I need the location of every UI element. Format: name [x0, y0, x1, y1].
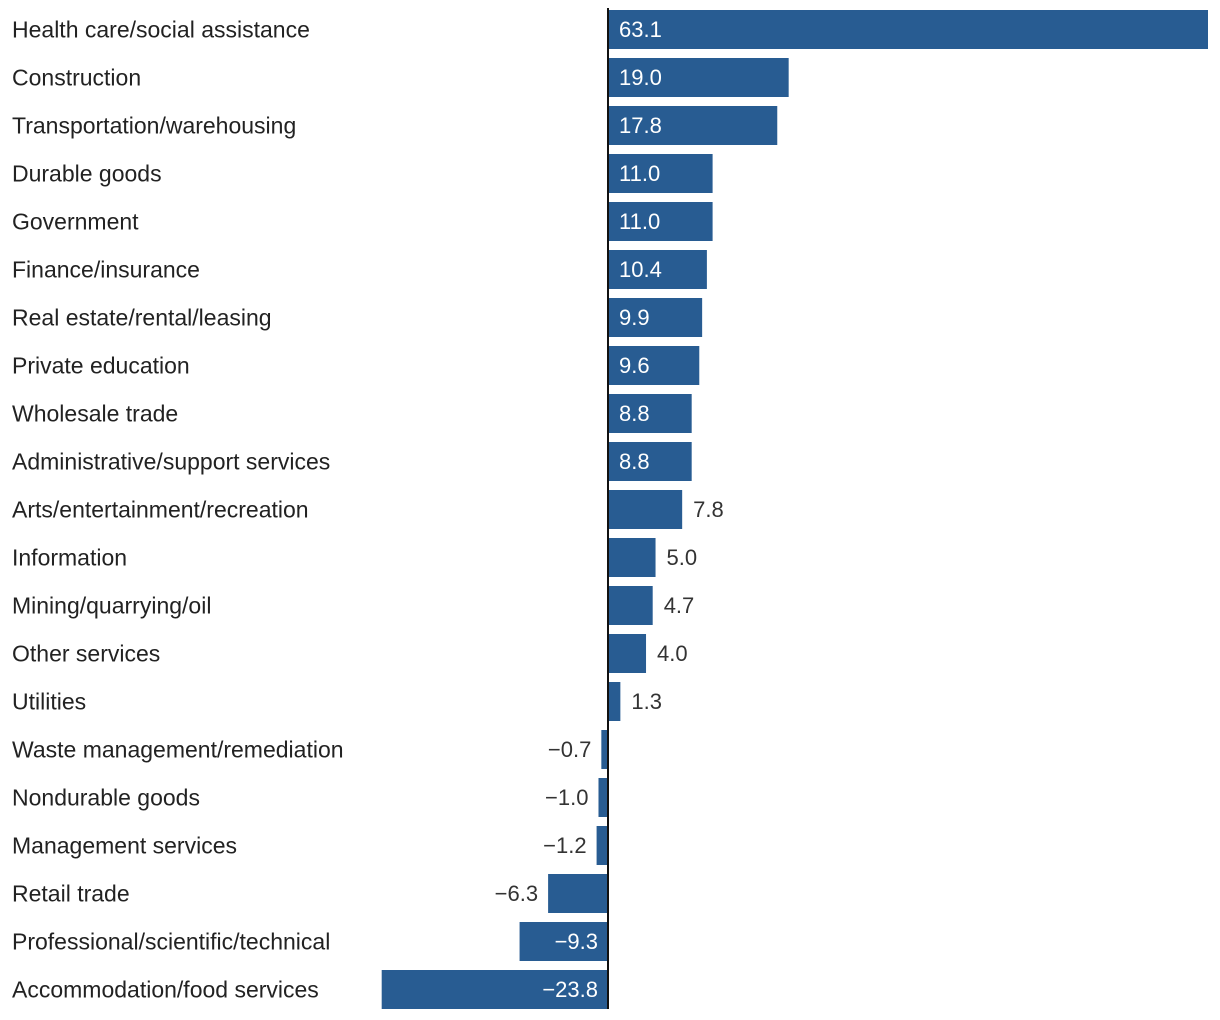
value-label: 63.1 — [619, 17, 662, 42]
value-label: 19.0 — [619, 65, 662, 90]
category-label: Transportation/warehousing — [12, 113, 296, 139]
bar — [548, 874, 608, 913]
value-label: −6.3 — [495, 881, 538, 906]
bar — [608, 202, 713, 241]
labels-layer: Health care/social assistance 63.1 Constru… — [12, 17, 724, 1003]
value-label: −9.3 — [555, 929, 598, 954]
value-label: 11.0 — [619, 209, 660, 234]
bar — [596, 826, 608, 865]
value-label: −1.2 — [543, 833, 586, 858]
category-label: Construction — [12, 65, 141, 91]
value-label: −0.7 — [548, 737, 591, 762]
value-label: 5.0 — [667, 545, 698, 570]
bar — [608, 58, 789, 97]
bar — [608, 10, 1208, 49]
category-label: Management services — [12, 833, 237, 859]
category-label: Information — [12, 545, 127, 571]
value-label: 1.3 — [631, 689, 662, 714]
value-label: −23.8 — [542, 977, 598, 1002]
value-label: 4.7 — [664, 593, 695, 618]
bar — [608, 106, 778, 145]
value-label: 7.8 — [693, 497, 724, 522]
bar — [608, 346, 700, 385]
category-label: Mining/quarrying/oil — [12, 593, 211, 619]
category-label: Administrative/support services — [12, 449, 330, 475]
bars-layer — [381, 10, 1208, 1009]
bar — [608, 538, 656, 577]
category-label: Professional/scientific/technical — [12, 929, 330, 955]
category-label: Durable goods — [12, 161, 162, 187]
bar — [381, 970, 608, 1009]
category-label: Retail trade — [12, 881, 130, 907]
value-label: 11.0 — [619, 161, 660, 186]
category-label: Other services — [12, 641, 160, 667]
category-label: Utilities — [12, 689, 86, 715]
bar — [608, 154, 713, 193]
bar — [608, 394, 692, 433]
bar — [608, 682, 621, 721]
value-label: 8.8 — [619, 401, 650, 426]
bar — [601, 730, 608, 769]
category-label: Government — [12, 209, 139, 235]
value-label: 10.4 — [619, 257, 662, 282]
bar — [608, 442, 692, 481]
bar — [608, 490, 683, 529]
category-label: Arts/entertainment/recreation — [12, 497, 309, 523]
bar — [608, 298, 703, 337]
value-label: 8.8 — [619, 449, 650, 474]
category-label: Finance/insurance — [12, 257, 200, 283]
category-label: Private education — [12, 353, 190, 379]
bar — [608, 634, 647, 673]
bar — [608, 250, 707, 289]
value-label: 4.0 — [657, 641, 688, 666]
value-label: 9.6 — [619, 353, 650, 378]
value-label: −1.0 — [545, 785, 588, 810]
category-label: Accommodation/food services — [12, 977, 319, 1003]
category-label: Nondurable goods — [12, 785, 200, 811]
value-label: 17.8 — [619, 113, 662, 138]
bar — [519, 922, 608, 961]
category-label: Waste management/remediation — [12, 737, 344, 763]
bar — [598, 778, 608, 817]
value-label: 9.9 — [619, 305, 650, 330]
bar — [608, 586, 653, 625]
category-label: Wholesale trade — [12, 401, 178, 427]
category-label: Real estate/rental/leasing — [12, 305, 272, 331]
category-label: Health care/social assistance — [12, 17, 310, 43]
